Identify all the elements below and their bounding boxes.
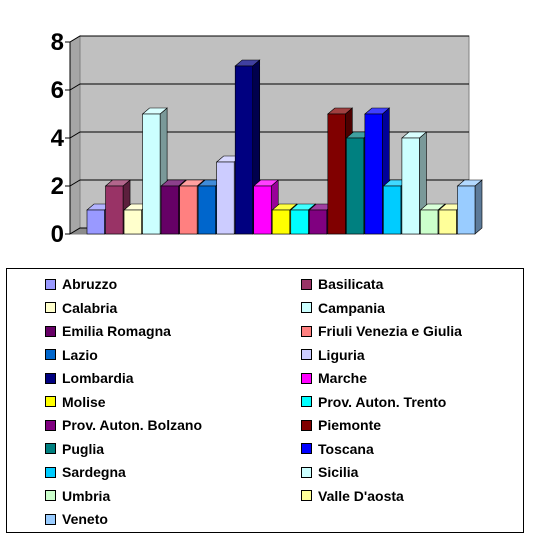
legend-label: Campania [318,299,385,316]
legend-item: Valle D'aosta [301,486,404,506]
legend-label: Abruzzo [62,276,118,292]
legend-item: Puglia [45,439,104,459]
legend-item: Emilia Romagna [45,321,171,341]
legend-label: Liguria [318,346,365,363]
legend-label: Molise [62,393,106,410]
legend-label: Veneto [62,511,108,527]
bar-front [160,185,179,235]
legend-item: Umbria [45,486,110,506]
legend-swatch [301,490,312,501]
bar-front [86,209,105,235]
legend-swatch [45,513,56,525]
bar-front [197,185,216,235]
bar-front [420,209,439,235]
legend-item: Prov. Auton. Trento [301,392,446,412]
legend-label: Emilia Romagna [62,323,171,339]
legend-swatch [45,396,56,407]
legend-item: Sicilia [301,462,358,482]
legend-swatch [45,302,56,313]
legend-label: Sicilia [318,464,359,480]
legend-swatch [301,419,312,431]
legend-item: Veneto [45,509,108,529]
legend-label: Prov. Auton. Trento [318,393,447,410]
bar-front [290,209,309,235]
legend-item: Basilicata [301,274,383,294]
legend-item: Lombardia [45,368,134,388]
legend-swatch [301,278,312,290]
legend-swatch [45,372,56,384]
legend-item: Lazio [45,345,98,365]
y-tick-labels: 0 2 4 6 8 [51,29,65,248]
legend-swatch [45,419,56,431]
legend-item: Abruzzo [45,274,117,294]
bar-front [401,137,420,235]
legend-label: Prov. Auton. Bolzano [62,417,202,433]
legend-swatch [301,396,312,407]
y-tick-label: 8 [51,29,64,56]
legend-label: Basilicata [318,276,384,292]
legend-label: Sardegna [62,464,126,480]
bar-side [474,179,483,235]
legend-swatch [45,325,56,337]
legend-label: Umbria [62,487,111,504]
bar-front [364,113,383,235]
legend-item: Prov. Auton. Bolzano [45,415,202,435]
legend-swatch [45,278,56,290]
bar-front [383,185,402,235]
bar-chart: 0 2 4 6 8 [51,29,483,248]
y-tick-label: 2 [51,173,64,200]
legend-item: Campania [301,298,385,318]
bar-front [438,209,457,235]
bar-front [105,185,124,235]
bar-front [346,137,365,235]
legend-item: Calabria [45,298,117,318]
legend-item: Piemonte [301,415,381,435]
legend-swatch [45,490,56,501]
chart-bars [86,59,483,235]
legend-item: Toscana [301,439,374,459]
bar-front [308,209,328,235]
bar-front [253,185,272,235]
legend-swatch [301,302,312,313]
legend-swatch [45,466,56,478]
legend-label: Valle D'aosta [318,487,404,504]
legend-label: Marche [318,370,368,386]
legend-label: Calabria [62,299,118,316]
legend-swatch [301,325,312,337]
bar-front [234,65,254,235]
legend-swatch [301,349,312,360]
legend-swatch [301,443,312,454]
bar-front [142,113,161,235]
gridline [69,83,469,91]
bar-front [179,185,198,235]
legend-swatch [45,443,56,454]
y-tick-label: 0 [51,221,64,248]
bar-front [216,161,235,235]
gridline [69,35,469,43]
legend-swatch [45,349,56,360]
bar-front [327,113,346,235]
bar-front [271,209,291,235]
legend-label: Toscana [318,440,374,457]
legend-label: Puglia [62,440,105,457]
bar-front [457,185,476,235]
legend-label: Piemonte [318,417,382,433]
legend-label: Friuli Venezia e Giulia [318,323,462,339]
legend-label: Lazio [62,346,98,363]
legend-item: Friuli Venezia e Giulia [301,321,462,341]
chart-legend: Abruzzo Basilicata Calabria Campania Emilia … [6,268,524,533]
legend-item: Sardegna [45,462,126,482]
legend-label: Lombardia [62,370,134,386]
legend-item: Molise [45,392,106,412]
bar-front [123,209,142,235]
legend-swatch [301,466,312,478]
bar-veneto [456,179,483,235]
y-tick-label: 4 [51,125,65,152]
y-tick-label: 6 [51,77,64,104]
legend-item: Marche [301,368,367,388]
legend-swatch [301,372,312,384]
legend-item: Liguria [301,345,365,365]
